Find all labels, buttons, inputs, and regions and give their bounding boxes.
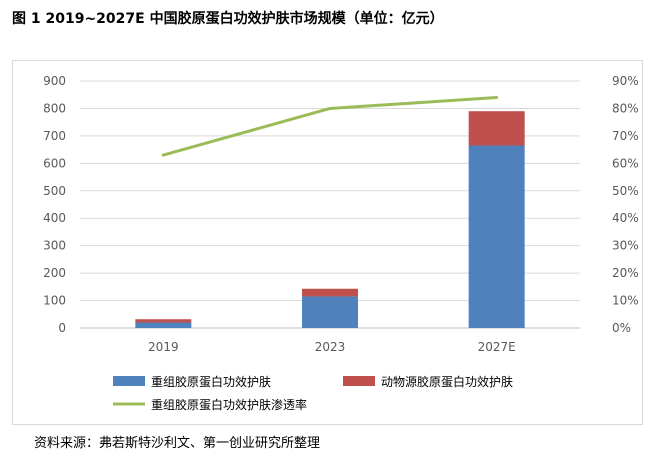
axes: 0 100 200 300 400 500 600 700 800 900 0% 10% 20% 30% 4… [43,74,639,354]
bar-recombinant [302,296,358,328]
y-left-tick-label: 700 [43,129,66,143]
y-right-tick-label: 90% [612,74,639,88]
bar-animal [135,319,192,323]
y-left-tick-label: 600 [43,156,66,170]
y-left-tick-label: 800 [43,101,66,115]
y-right-tick-label: 80% [612,101,639,115]
y-right-tick-label: 70% [612,129,639,143]
y-left-tick-label: 500 [43,184,66,198]
y-right-tick-label: 60% [612,156,639,170]
penetration-line-path [161,95,499,157]
legend-label: 动物源胶原蛋白功效护肤 [381,374,513,389]
bar-animal [468,111,525,146]
y-right-tick-label: 20% [612,266,639,280]
bar-recombinant [135,322,192,328]
y-right-tick-label: 0% [612,321,631,335]
legend-animal: 动物源胶原蛋白功效护肤 [343,374,513,389]
y-left-tick-label: 300 [43,239,66,253]
bar-recombinant [468,145,525,328]
y-left-tick-label: 900 [43,74,66,88]
x-tick-label: 2027E [478,340,516,354]
y-right-tick-label: 40% [612,211,639,225]
legend-label: 重组胶原蛋白功效护肤渗透率 [151,397,307,412]
bars [135,111,525,328]
y-left-tick-label: 400 [43,211,66,225]
bar-animal [302,288,358,297]
chart-title: 图 1 2019~2027E 中国胶原蛋白功效护肤市场规模（单位：亿元） [12,11,444,27]
x-tick-label: 2019 [148,340,179,354]
penetration-line [161,95,499,157]
source-note: 资料来源：弗若斯特沙利文、第一创业研究所整理 [34,436,321,451]
y-right-tick-label: 50% [612,184,639,198]
legend-penetration: 重组胶原蛋白功效护肤渗透率 [113,397,307,412]
y-right-tick-label: 10% [612,294,639,308]
x-tick-label: 2023 [315,340,346,354]
chart-frame [12,60,643,425]
legend-label: 重组胶原蛋白功效护肤 [151,374,271,389]
legend-swatch [113,376,145,386]
y-left-tick-label: 0 [58,321,66,335]
y-left-tick-label: 200 [43,266,66,280]
legend-swatch [343,376,375,386]
y-right-tick-label: 30% [612,239,639,253]
y-left-tick-label: 100 [43,294,66,308]
legend-recombinant: 重组胶原蛋白功效护肤 [113,374,271,389]
